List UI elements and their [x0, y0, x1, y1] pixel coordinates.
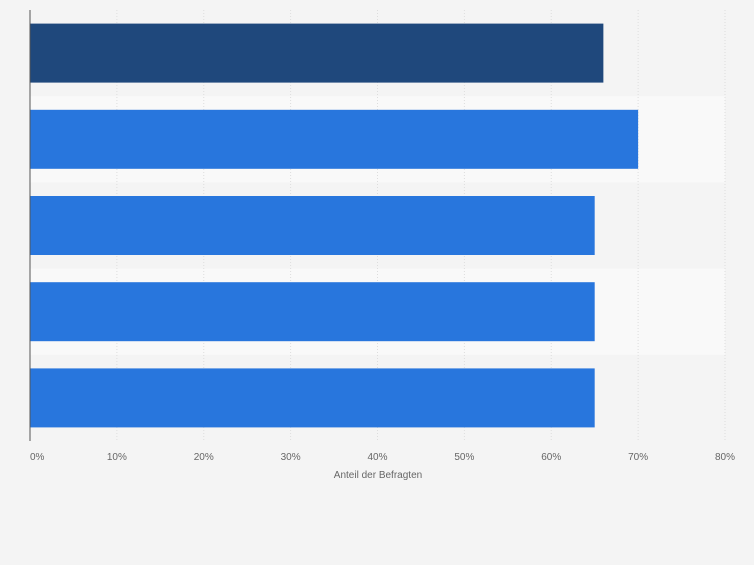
bar[interactable]	[30, 368, 595, 428]
x-tick-label: 40%	[367, 452, 387, 463]
x-axis-tick-labels: 0% 10% 20% 30% 40% 50% 60% 70% 80%	[30, 452, 735, 463]
x-tick-label: 20%	[194, 452, 214, 463]
x-axis-title: Anteil der Befragten	[334, 470, 422, 481]
bar[interactable]	[30, 23, 604, 83]
bar[interactable]	[30, 196, 595, 255]
bar[interactable]	[30, 109, 639, 169]
x-tick-label: 50%	[454, 452, 474, 463]
x-tick-label: 60%	[541, 452, 561, 463]
x-tick-label: 0%	[30, 452, 45, 463]
x-tick-label: 70%	[628, 452, 648, 463]
bar[interactable]	[30, 282, 595, 342]
x-tick-label: 10%	[107, 452, 127, 463]
x-tick-label: 30%	[281, 452, 301, 463]
bars	[30, 23, 639, 428]
x-tick-label: 80%	[715, 452, 735, 463]
